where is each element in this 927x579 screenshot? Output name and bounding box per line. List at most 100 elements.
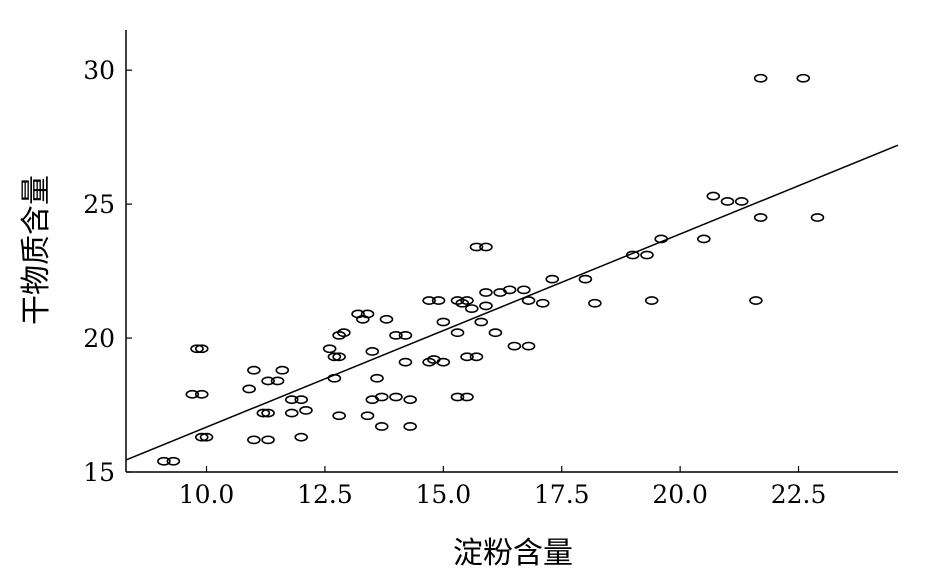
data-point	[450, 296, 465, 305]
data-point	[450, 328, 465, 338]
data-point	[299, 405, 313, 415]
y-axis-title: 干物质含量	[19, 175, 54, 325]
data-point	[810, 213, 825, 222]
data-point	[194, 389, 209, 399]
data-point	[332, 411, 346, 421]
data-point	[261, 376, 275, 386]
data-point	[460, 296, 474, 305]
data-point	[374, 392, 389, 402]
data-point	[247, 435, 261, 445]
data-point	[247, 365, 261, 375]
data-point	[460, 392, 474, 402]
data-point	[365, 347, 380, 356]
x-tick-label: 12.5	[297, 480, 353, 509]
data-point	[488, 328, 503, 338]
data-point	[332, 330, 346, 340]
data-point	[337, 328, 351, 338]
data-point	[261, 408, 275, 418]
data-point	[294, 395, 309, 405]
data-point	[199, 432, 214, 442]
data-point	[360, 309, 375, 319]
data-point	[275, 365, 290, 375]
data-point	[256, 408, 271, 418]
data-point	[194, 432, 209, 442]
fit-line-group	[125, 144, 899, 461]
data-point	[270, 376, 285, 386]
x-tick-label: 15.0	[415, 480, 471, 509]
data-point	[706, 191, 721, 201]
data-point	[398, 357, 413, 367]
axes	[125, 30, 898, 473]
data-point	[796, 73, 811, 83]
data-point	[422, 296, 436, 305]
data-point	[322, 344, 337, 354]
y-tick-label: 25	[83, 190, 115, 219]
data-point	[422, 357, 436, 367]
data-point	[521, 341, 536, 351]
data-point	[403, 395, 417, 405]
data-point	[379, 314, 394, 324]
x-tick-label: 22.5	[771, 480, 827, 509]
data-point	[436, 357, 451, 367]
data-point	[469, 242, 484, 252]
data-point	[332, 352, 346, 362]
data-point	[360, 411, 375, 421]
data-point	[479, 301, 493, 311]
data-point	[654, 234, 668, 244]
data-point	[450, 392, 465, 402]
x-tick-label: 20.0	[652, 480, 708, 509]
data-points	[157, 73, 825, 466]
data-point	[697, 234, 711, 244]
data-point	[398, 330, 413, 340]
y-tick-label: 30	[83, 56, 115, 85]
data-point	[644, 296, 659, 305]
data-point	[753, 73, 768, 83]
data-point	[157, 456, 171, 466]
data-point	[720, 197, 735, 206]
data-point	[294, 432, 309, 442]
data-point	[242, 384, 256, 394]
data-point	[625, 250, 640, 260]
data-point	[749, 296, 763, 305]
data-point	[517, 285, 531, 295]
data-point	[460, 352, 474, 362]
data-point	[389, 330, 403, 340]
data-point	[389, 392, 403, 402]
data-point	[185, 389, 200, 399]
data-point	[284, 395, 299, 405]
data-point	[507, 341, 522, 351]
x-tick-label: 17.5	[534, 480, 590, 509]
data-point	[431, 296, 446, 305]
tick-labels: 10.0 12.5 15.0 17.5 20.0 22.5 15 20 25 30	[83, 56, 826, 509]
data-point	[521, 296, 536, 305]
data-point	[194, 344, 209, 354]
data-point	[640, 250, 654, 260]
data-point	[545, 274, 560, 284]
data-point	[469, 352, 484, 362]
data-point	[502, 285, 517, 295]
data-point	[479, 288, 493, 297]
x-axis-title: 淀粉含量	[453, 536, 573, 571]
y-tick-label: 20	[83, 324, 115, 353]
data-point	[734, 197, 749, 206]
data-point	[190, 344, 204, 354]
data-point	[166, 456, 181, 466]
data-point	[474, 317, 489, 327]
data-point	[436, 317, 451, 327]
y-tick-label: 15	[83, 458, 115, 487]
data-point	[374, 422, 389, 431]
data-point	[370, 373, 384, 383]
data-point	[284, 408, 299, 418]
data-point	[327, 373, 342, 383]
x-tick-label: 10.0	[179, 480, 235, 509]
data-point	[479, 242, 493, 252]
data-point	[753, 213, 768, 222]
data-point	[578, 274, 593, 284]
data-point	[455, 298, 470, 308]
fit-line	[125, 144, 899, 461]
data-point	[403, 422, 417, 431]
data-point	[261, 435, 275, 445]
data-point	[535, 298, 550, 308]
data-point	[327, 352, 342, 362]
